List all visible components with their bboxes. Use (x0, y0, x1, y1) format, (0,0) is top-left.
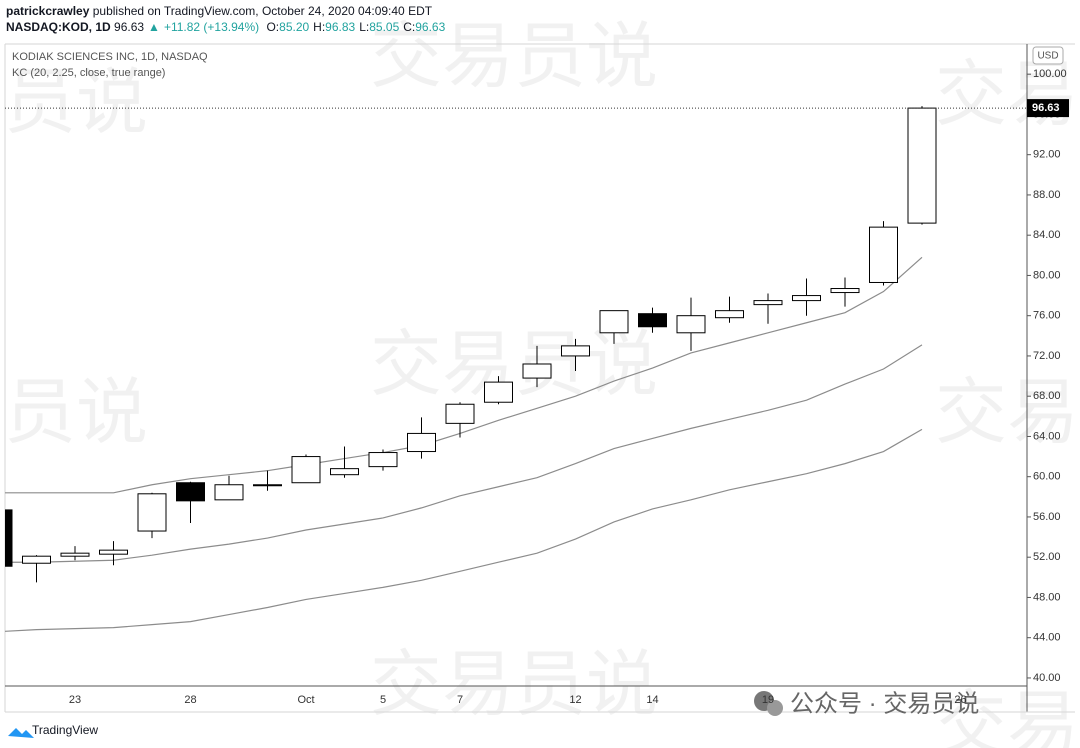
y-tick-label: 48.00 (1033, 591, 1061, 603)
y-tick-label: 60.00 (1033, 471, 1061, 483)
x-tick-label: 12 (569, 694, 581, 706)
quote-value: 96.63 (415, 20, 446, 34)
watermark: 交易员说 (935, 373, 1080, 453)
quote-label: L: (359, 20, 370, 34)
candle-body (22, 555, 51, 564)
quote-label: O: (266, 20, 280, 34)
watermark: 交易员说 (370, 325, 658, 405)
quote-value: 96.83 (325, 20, 356, 34)
quote-value: 85.05 (369, 20, 400, 34)
y-tick-label: 100.00 (1033, 68, 1067, 80)
x-tick-label: 26 (954, 694, 966, 706)
change: +11.82 (+13.94%) (163, 20, 260, 34)
y-tick-label: 76.00 (1033, 310, 1061, 322)
wechat-badge: 公众号 · 交易员说 (754, 690, 979, 717)
candle-body (753, 300, 783, 306)
candle-body (330, 468, 359, 476)
candle-body (869, 226, 898, 283)
candle-body (214, 484, 244, 501)
candle-body (484, 381, 513, 403)
y-tick-label: 72.00 (1033, 350, 1061, 362)
last-price-box (1027, 99, 1069, 118)
candle-body (792, 295, 821, 302)
watermark: 交易员说 (0, 63, 148, 143)
quote-value: 85.20 (279, 20, 310, 34)
published: published on TradingView.com, October 24… (92, 4, 433, 18)
chart-title: KODIAK SCIENCES INC, 1D, NASDAQ (12, 51, 208, 63)
y-tick-label: 40.00 (1033, 672, 1061, 684)
candle-body (5, 509, 13, 567)
x-tick-label: 23 (69, 694, 81, 706)
y-tick-label: 56.00 (1033, 511, 1061, 523)
watermark: 交易员说 (370, 645, 658, 725)
candle-body (60, 552, 90, 557)
candle-body (137, 493, 167, 532)
candle-body (522, 363, 552, 379)
currency: USD (1037, 51, 1058, 62)
candle-body (907, 107, 937, 224)
quote-label: C: (403, 20, 416, 34)
brand: TradingView (32, 723, 98, 737)
y-tick-label: 88.00 (1033, 189, 1061, 201)
currency-box (1032, 46, 1064, 65)
plot (5, 106, 937, 632)
last-price-label: 96.63 (1032, 102, 1060, 114)
y-tick-label: 52.00 (1033, 551, 1061, 563)
watermarks: 交易员说 交易员说 交易员说 交易员说 交易员说 交易员说 交易员说 交易员说 (0, 17, 1080, 748)
watermark: 交易员说 (370, 17, 658, 97)
candle-body (830, 288, 860, 294)
y-tick-label: 84.00 (1033, 229, 1061, 241)
quote-label: H: (313, 20, 326, 34)
x-tick-label: 5 (380, 694, 386, 706)
candle-body (99, 549, 128, 555)
candle-body (407, 432, 436, 453)
x-tick-label: Oct (297, 694, 314, 706)
candle-body (368, 452, 398, 468)
indicator-label: KC (20, 2.25, close, true range) (12, 67, 165, 79)
candle-body (291, 456, 321, 484)
wechat-label: 公众号 · 交易员说 (790, 690, 979, 717)
candle-body (599, 310, 629, 334)
quote-line: NASDAQ:KOD, 1D 96.63 ▲ +11.82 (+13.94%) O:… (6, 20, 449, 34)
x-tick-label: 19 (762, 694, 774, 706)
candle-body (676, 315, 706, 334)
watermark: 交易员说 (935, 55, 1080, 135)
candle-body (561, 345, 590, 357)
author: patrickcrawley (6, 4, 90, 18)
y-tick-label: 68.00 (1033, 390, 1061, 402)
y-tick-label: 64.00 (1033, 430, 1061, 442)
publish-line: patrickcrawley published on TradingView.… (6, 4, 436, 18)
watermark: 交易员说 (935, 685, 1080, 748)
candle-body (445, 403, 475, 424)
channel-line (5, 344, 923, 563)
y-tick-label: 92.00 (1033, 149, 1061, 161)
wechat-icon (767, 700, 783, 716)
symbol: NASDAQ:KOD, 1D (6, 20, 111, 34)
candle-body (176, 482, 205, 502)
channel-line (5, 428, 923, 632)
x-tick-label: 7 (457, 694, 463, 706)
price: 96.63 (114, 20, 145, 34)
arrow: ▲ (148, 20, 160, 34)
watermark: 交易员说 (0, 373, 148, 453)
candle-body (638, 313, 667, 328)
y-tick-label: 80.00 (1033, 269, 1061, 281)
brand-logo (8, 728, 34, 738)
y-tick-label: 44.00 (1033, 632, 1061, 644)
candle-body (715, 310, 744, 319)
x-tick-label: 14 (646, 694, 658, 706)
candle-body (253, 484, 282, 487)
x-tick-label: 28 (184, 694, 196, 706)
